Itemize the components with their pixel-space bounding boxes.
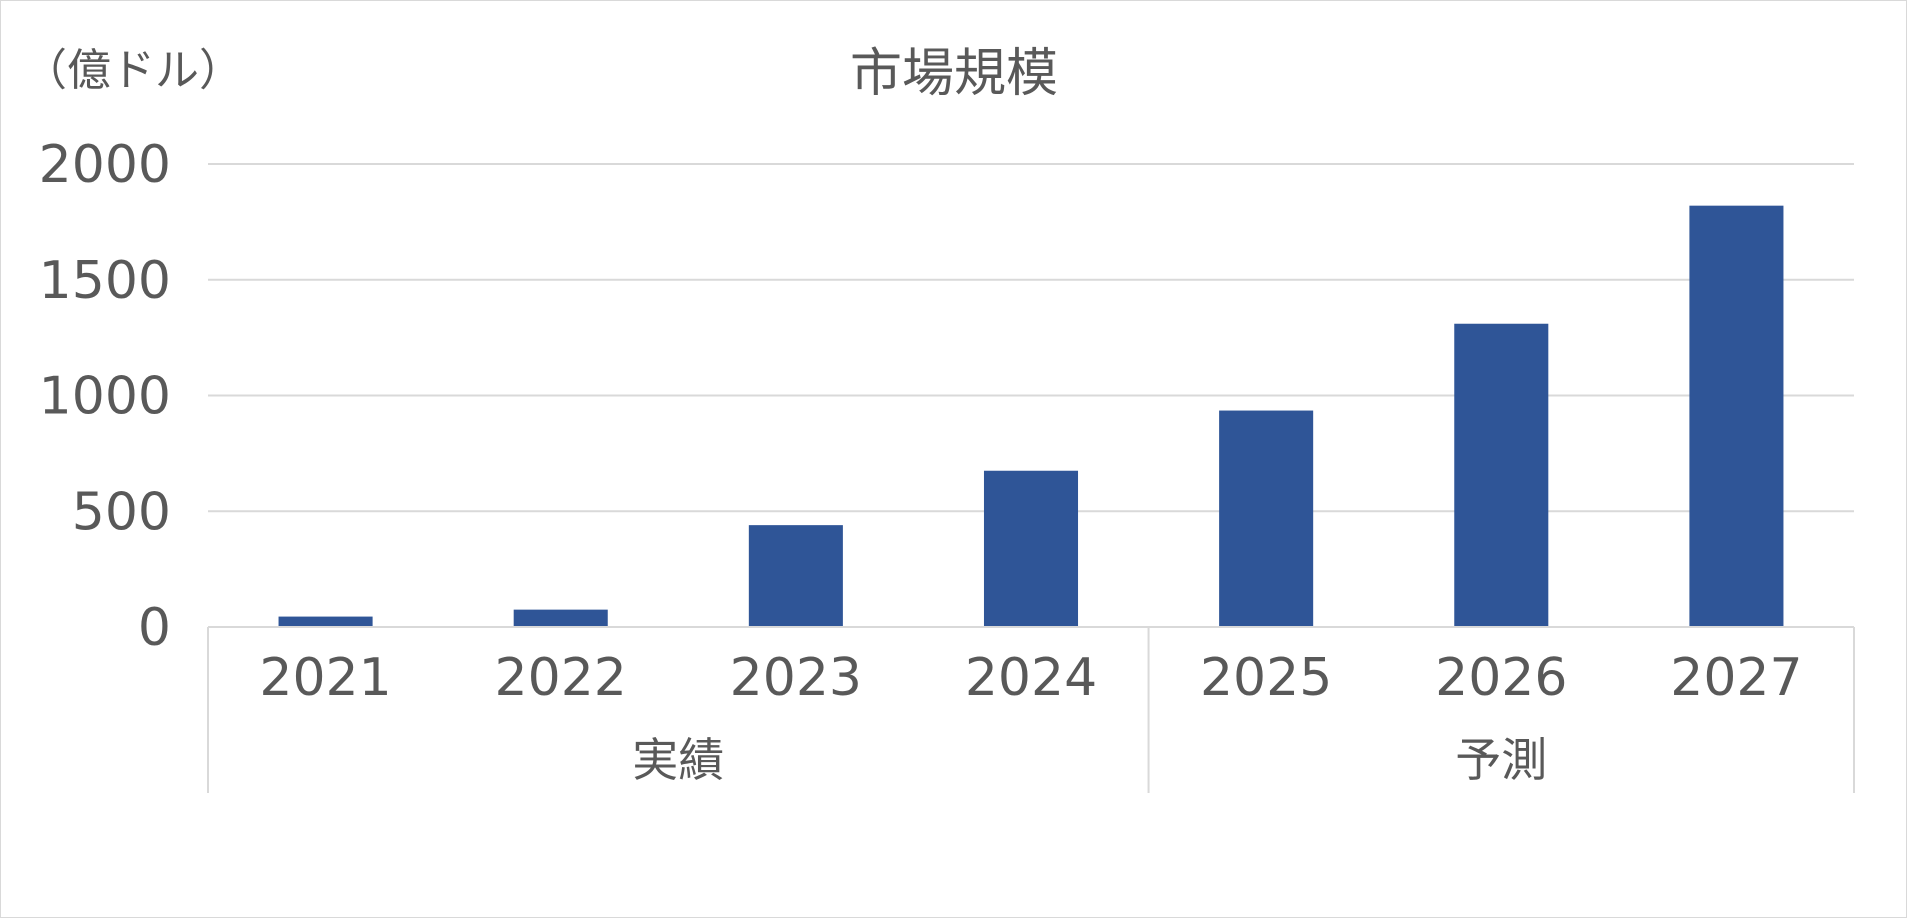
y-tick-label: 1000 (39, 367, 171, 427)
y-unit-label: （億ドル） (23, 45, 243, 96)
chart-title: 市場規模 (850, 44, 1058, 104)
x-category-label: 2022 (495, 648, 627, 708)
x-group-label: 予測 (1455, 733, 1547, 787)
y-tick-label: 0 (138, 598, 171, 658)
bars (278, 205, 1784, 628)
bar-2027 (1689, 205, 1784, 628)
y-tick-label: 500 (72, 482, 171, 542)
x-category-label: 2021 (259, 648, 391, 708)
bar-2024 (983, 470, 1079, 627)
x-axis-groups: 実績 予測 (207, 627, 1855, 793)
gridlines (208, 163, 1854, 513)
bar-2021 (278, 616, 373, 627)
x-category-label: 2024 (965, 648, 1097, 708)
x-category-label: 2023 (730, 648, 862, 708)
y-tick-label: 1500 (39, 251, 171, 311)
y-tick-label: 2000 (39, 135, 171, 195)
x-category-label: 2027 (1670, 648, 1802, 708)
x-group-label: 実績 (632, 733, 724, 787)
x-category-label: 2026 (1435, 648, 1567, 708)
bar-2022 (513, 609, 608, 627)
bar-2026 (1454, 323, 1549, 627)
x-axis-categories: 2021 2022 2023 2024 2025 2026 2027 (259, 648, 1802, 708)
bar-2023 (748, 525, 843, 627)
y-axis-ticks: 0 500 1000 1500 2000 (39, 135, 171, 658)
bar-2025 (1219, 410, 1314, 627)
x-category-label: 2025 (1200, 648, 1332, 708)
